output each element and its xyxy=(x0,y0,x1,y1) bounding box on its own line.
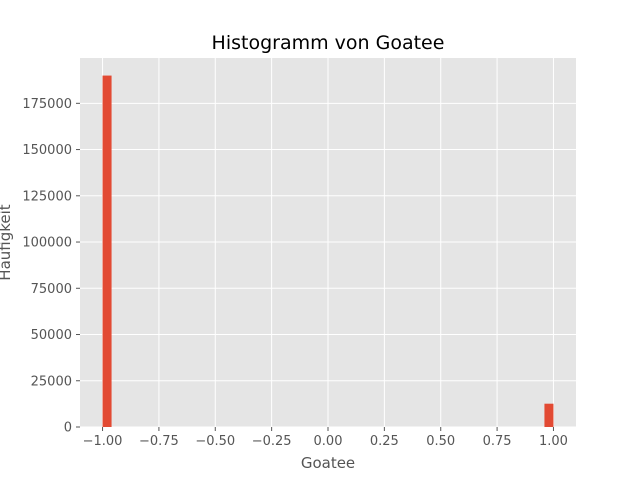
y-tick-label: 25000 xyxy=(31,374,72,389)
x-axis-label: Goatee xyxy=(301,454,355,472)
y-tick-label: 50000 xyxy=(31,328,72,343)
y-tick-label: 0 xyxy=(64,421,72,436)
y-axis-ticks: 0 25000 50000 75000 100000 125000 150000 175000 xyxy=(22,97,80,436)
x-axis-ticks: −1.00 −0.75 −0.50 −0.25 0.00 0.25 0.50 0.75 1.00 xyxy=(83,427,568,449)
y-tick-label: 125000 xyxy=(22,189,72,204)
x-tick-label: 1.00 xyxy=(539,434,568,449)
y-tick-label: 150000 xyxy=(22,143,72,158)
y-tick-label: 175000 xyxy=(22,97,72,112)
x-tick-label: 0.25 xyxy=(370,434,399,449)
x-tick-label: −0.75 xyxy=(139,434,179,449)
y-tick-label: 75000 xyxy=(31,282,72,297)
histogram-bars xyxy=(102,75,554,428)
x-tick-label: −1.00 xyxy=(83,434,123,449)
histogram-bar xyxy=(102,75,112,428)
x-tick-label: −0.50 xyxy=(195,434,235,449)
x-tick-label: 0.75 xyxy=(483,434,512,449)
histogram-bar xyxy=(544,403,554,427)
x-tick-label: −0.25 xyxy=(252,434,292,449)
chart-title: Histogramm von Goatee xyxy=(212,32,445,54)
x-tick-label: 0.00 xyxy=(314,434,343,449)
y-tick-label: 100000 xyxy=(22,236,72,251)
x-tick-label: 0.50 xyxy=(426,434,455,449)
y-axis-label: Häufigkeit xyxy=(0,204,14,280)
